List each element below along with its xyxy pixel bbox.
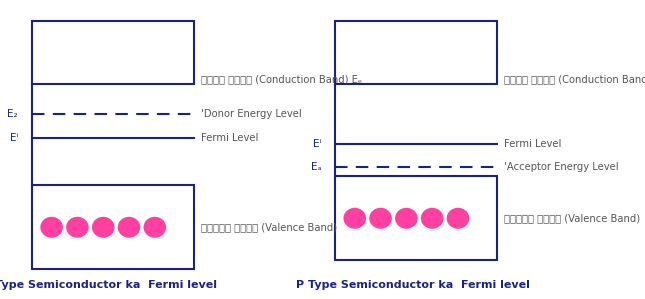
Text: Eₐ: Eₐ	[311, 162, 321, 173]
Ellipse shape	[344, 208, 366, 229]
Text: Eⁱ: Eⁱ	[313, 138, 321, 149]
Text: 'Donor Energy Level: 'Donor Energy Level	[201, 109, 302, 119]
Text: सयोजी बैंड (Valence Band): सयोजी बैंड (Valence Band)	[201, 222, 337, 232]
Ellipse shape	[40, 217, 63, 238]
Bar	[32, 21, 194, 84]
Text: 'Acceptor Energy Level: 'Acceptor Energy Level	[504, 162, 619, 173]
Text: N Type Semiconductor ka  Fermi level: N Type Semiconductor ka Fermi level	[0, 280, 217, 290]
Text: Fermi Level: Fermi Level	[504, 138, 562, 149]
Text: चालन बैंड (Conduction Band) Eₑ: चालन बैंड (Conduction Band) Eₑ	[201, 74, 362, 84]
Ellipse shape	[143, 217, 166, 238]
Ellipse shape	[66, 217, 89, 238]
Text: Fermi Level: Fermi Level	[201, 132, 259, 143]
Text: सयोजी बैंड (Valence Band): सयोजी बैंड (Valence Band)	[504, 213, 640, 223]
Ellipse shape	[421, 208, 444, 229]
Text: E₂: E₂	[8, 109, 18, 119]
Bar	[335, 176, 497, 260]
Text: P Type Semiconductor ka  Fermi level: P Type Semiconductor ka Fermi level	[296, 280, 530, 290]
Bar	[335, 21, 497, 84]
Ellipse shape	[369, 208, 392, 229]
Text: Eⁱ: Eⁱ	[10, 132, 18, 143]
Ellipse shape	[92, 217, 115, 238]
Text: चालन बैंड (Conduction Band) Eₑ: चालन बैंड (Conduction Band) Eₑ	[504, 74, 645, 84]
Ellipse shape	[395, 208, 418, 229]
Bar	[32, 185, 194, 269]
Ellipse shape	[117, 217, 141, 238]
Ellipse shape	[446, 208, 470, 229]
